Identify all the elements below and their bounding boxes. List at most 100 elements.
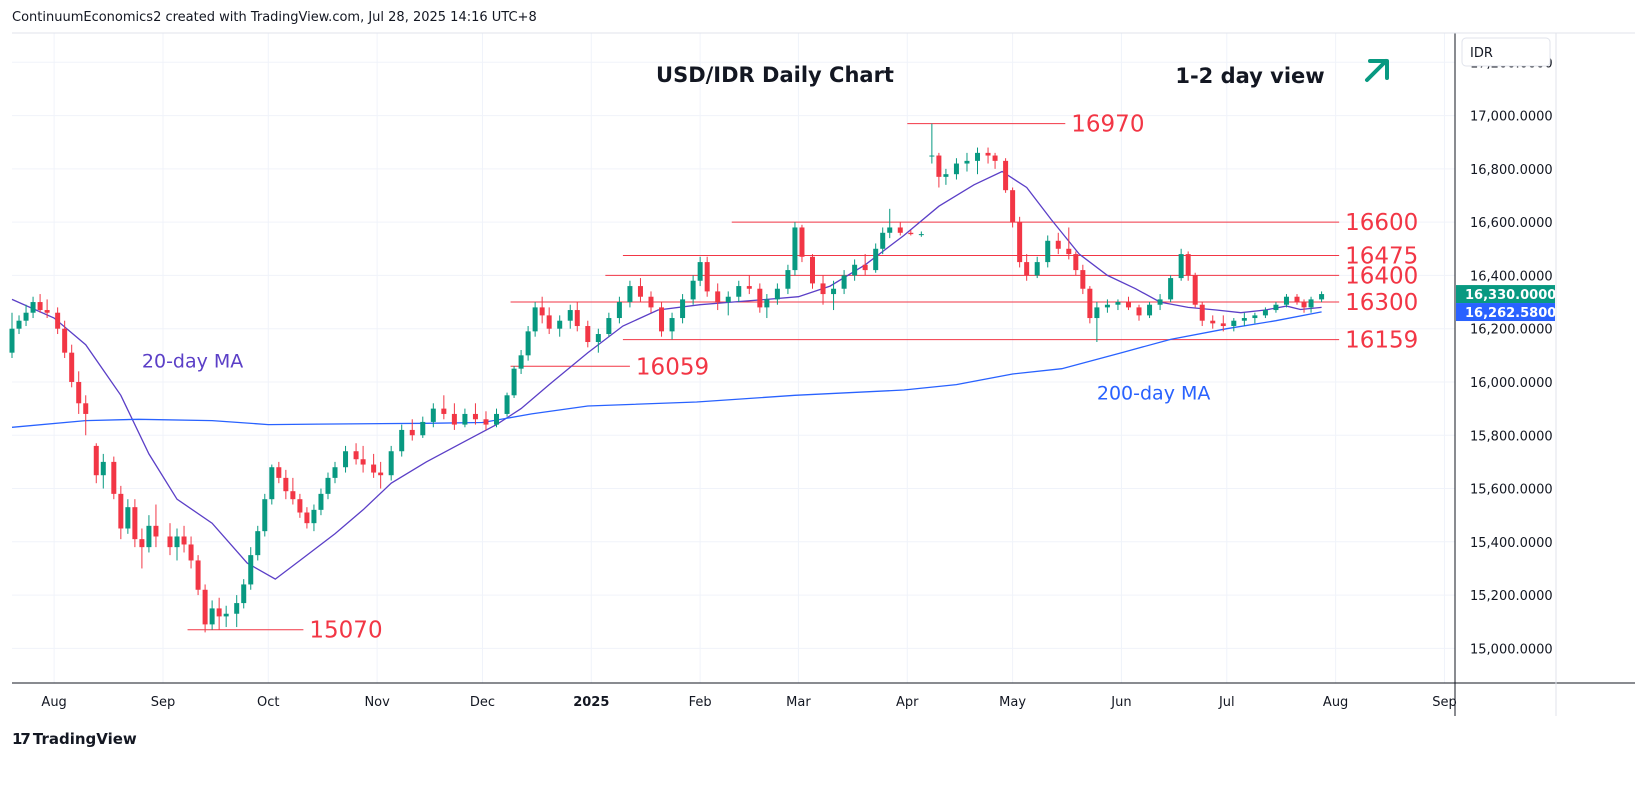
x-tick-label: Sep — [151, 695, 176, 710]
x-tick-label: Jun — [1110, 695, 1131, 710]
price-candles — [9, 123, 1325, 633]
candle-body — [1017, 222, 1023, 263]
x-tick-label: Feb — [689, 695, 712, 710]
candle-body — [388, 451, 394, 476]
x-tick-label: Aug — [41, 695, 66, 710]
y-tick-label: 15,800.0000 — [1470, 429, 1553, 444]
candle-body — [37, 302, 43, 311]
candle-body — [1294, 296, 1300, 303]
y-tick-label: 17,000.0000 — [1470, 110, 1553, 125]
candle-body — [9, 328, 15, 353]
candle-body — [873, 248, 879, 271]
candle-body — [953, 163, 959, 175]
candle-body — [680, 299, 686, 319]
candle-body — [774, 288, 780, 300]
candle-body — [1252, 315, 1258, 319]
candle-body — [262, 499, 268, 532]
candle-body — [799, 227, 805, 257]
candle-body — [234, 603, 240, 614]
y-tick-label: 15,400.0000 — [1470, 536, 1553, 551]
candle-body — [216, 608, 222, 617]
candle-body — [276, 467, 282, 478]
candle-body — [831, 288, 837, 295]
candle-body — [167, 536, 173, 548]
candle-body — [546, 315, 552, 329]
candle-body — [936, 155, 942, 177]
candle-body — [283, 477, 289, 492]
candle-body — [1094, 307, 1100, 319]
candle-body — [616, 302, 622, 319]
candle-body — [371, 464, 377, 473]
candle-body — [1301, 302, 1307, 308]
arrow-up-right-icon — [1365, 59, 1389, 82]
candle-body — [595, 334, 601, 343]
y-tick-label: 15,600.0000 — [1470, 483, 1553, 498]
candle-body — [1168, 278, 1174, 300]
candle-body — [637, 286, 643, 297]
candle-body — [841, 275, 847, 289]
candle-body — [1185, 254, 1191, 276]
candle-body — [975, 152, 981, 161]
candle-body — [83, 403, 89, 414]
candle-body — [1034, 262, 1040, 276]
support-resistance-levels — [187, 123, 1340, 631]
candle-body — [964, 160, 970, 164]
candle-body — [1319, 294, 1325, 300]
candle-body — [30, 302, 36, 313]
candle-body — [353, 451, 359, 460]
candle-body — [44, 310, 50, 313]
x-tick-label: May — [999, 695, 1026, 710]
candle-body — [862, 264, 868, 271]
candle-body — [1087, 288, 1093, 319]
candle-body — [1073, 254, 1079, 271]
candle-body — [494, 413, 500, 425]
price-badge-label: 16,262.5800 — [1465, 306, 1556, 321]
candle-body — [100, 461, 106, 476]
level-label: 16970 — [1071, 112, 1144, 138]
candle-body — [174, 536, 180, 548]
candle-body — [1147, 304, 1153, 316]
candle-body — [76, 381, 82, 404]
candle-body — [1210, 320, 1216, 324]
candle-body — [318, 493, 324, 510]
candle-body — [483, 419, 489, 425]
candle-body — [118, 493, 124, 529]
y-tick-label: 16,600.0000 — [1470, 216, 1553, 231]
candle-body — [690, 280, 696, 300]
candle-body — [332, 467, 338, 478]
tradingview-logo[interactable]: 17 TradingView — [12, 730, 137, 748]
x-tick-label: Mar — [786, 695, 811, 710]
candle-body — [1231, 320, 1237, 327]
x-tick-label: Jul — [1218, 695, 1235, 710]
candle-body — [181, 536, 187, 545]
ma200-line — [11, 311, 1322, 428]
candle-body — [585, 326, 591, 343]
candle-body — [146, 525, 152, 548]
candle-body — [472, 413, 478, 420]
candle-body — [820, 283, 826, 295]
level-label: 16300 — [1345, 290, 1418, 316]
candle-body — [93, 445, 99, 476]
candle-body — [1262, 310, 1268, 316]
candle-body — [23, 312, 29, 321]
candle-body — [55, 312, 61, 329]
candle-body — [785, 270, 791, 289]
chart-attribution: ContinuumEconomics2 created with Trading… — [12, 10, 537, 25]
candle-body — [1241, 318, 1247, 321]
candle-body — [1192, 275, 1198, 305]
x-tick-label: Oct — [257, 695, 279, 710]
candle-body — [325, 477, 331, 494]
level-label: 16400 — [1345, 263, 1418, 289]
candle-body — [195, 560, 201, 590]
candle-body — [992, 155, 998, 161]
candle-body — [1045, 240, 1051, 263]
x-tick-label: 2025 — [573, 695, 609, 710]
candle-body — [1125, 302, 1131, 308]
ma-annotation: 200-day MA — [1097, 383, 1211, 405]
price-badge — [1456, 303, 1555, 322]
candle-body — [659, 307, 665, 332]
arrow-head — [1368, 59, 1389, 80]
candle-body — [360, 459, 366, 465]
tradingview-brand: TradingView — [32, 730, 137, 748]
